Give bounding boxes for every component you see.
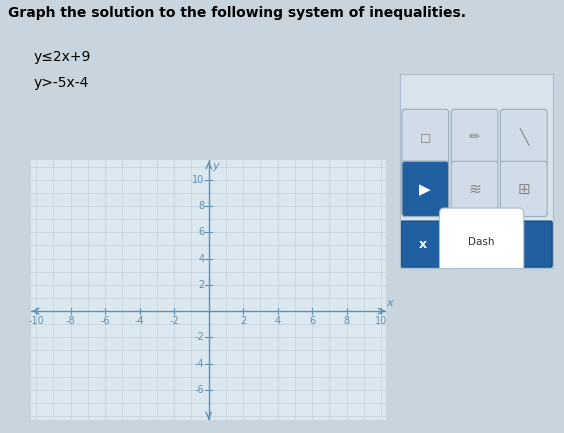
FancyBboxPatch shape (402, 109, 449, 165)
Text: 8: 8 (343, 316, 350, 326)
Text: -4: -4 (135, 316, 144, 326)
FancyBboxPatch shape (500, 162, 547, 216)
Text: 6: 6 (198, 227, 204, 237)
Text: -6: -6 (195, 385, 204, 395)
FancyBboxPatch shape (451, 162, 498, 216)
Text: y≤2x+9: y≤2x+9 (34, 50, 91, 64)
Text: x: x (419, 238, 428, 251)
Text: 8: 8 (198, 201, 204, 211)
Text: ≋: ≋ (468, 182, 481, 197)
Text: ╲: ╲ (519, 129, 528, 146)
Text: -10: -10 (28, 316, 44, 326)
FancyBboxPatch shape (402, 162, 449, 216)
Text: 4: 4 (275, 316, 281, 326)
Text: Graph the solution to the following system of inequalities.: Graph the solution to the following syst… (8, 6, 466, 20)
Text: -8: -8 (66, 316, 76, 326)
FancyBboxPatch shape (451, 109, 498, 165)
Text: -2: -2 (169, 316, 179, 326)
Text: -6: -6 (100, 316, 110, 326)
Text: 10: 10 (375, 316, 387, 326)
Text: 6: 6 (309, 316, 315, 326)
Text: 4: 4 (198, 254, 204, 264)
Text: ▶: ▶ (420, 182, 431, 197)
Text: 2: 2 (198, 280, 204, 290)
Text: ✏: ✏ (469, 130, 481, 144)
Text: ◻: ◻ (420, 130, 431, 144)
FancyBboxPatch shape (500, 109, 547, 165)
FancyBboxPatch shape (401, 221, 552, 267)
Text: ⊞: ⊞ (517, 182, 530, 197)
FancyBboxPatch shape (402, 162, 449, 216)
Text: y: y (212, 161, 219, 171)
Text: 2: 2 (240, 316, 246, 326)
Text: y>-5x-4: y>-5x-4 (34, 76, 89, 90)
Text: Dash: Dash (469, 237, 495, 248)
Text: 10: 10 (192, 175, 204, 185)
FancyBboxPatch shape (439, 208, 524, 274)
Text: -4: -4 (195, 359, 204, 368)
Text: x: x (386, 298, 393, 308)
Text: -2: -2 (195, 333, 204, 343)
